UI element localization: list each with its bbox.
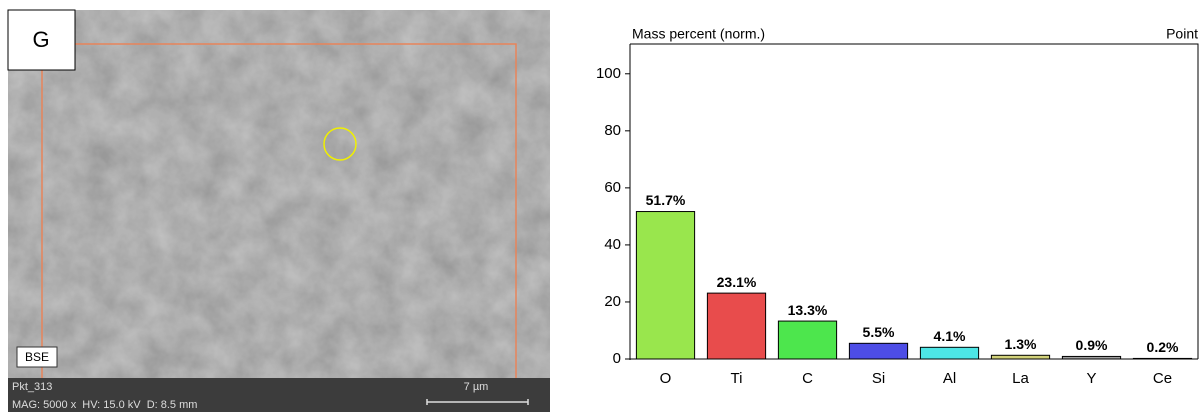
sem-texture — [8, 10, 550, 378]
bar — [991, 355, 1049, 359]
value-label: 5.5% — [863, 324, 895, 340]
y-tick-label: 0 — [613, 350, 621, 367]
value-label: 0.9% — [1076, 337, 1108, 353]
bar — [920, 347, 978, 359]
x-tick-label: C — [802, 370, 813, 387]
bar — [778, 321, 836, 359]
value-label: 0.2% — [1147, 339, 1179, 355]
image-info: MAG: 5000 x HV: 15.0 kV D: 8.5 mm — [12, 399, 197, 411]
x-tick-label: La — [1012, 370, 1029, 387]
value-label: 13.3% — [788, 302, 828, 318]
x-tick-label: Al — [943, 370, 956, 387]
y-tick-label: 100 — [596, 65, 621, 82]
x-tick-label: Ce — [1153, 370, 1172, 387]
detector-label: BSE — [25, 350, 49, 364]
bar — [707, 293, 765, 359]
sem-image: G BSE Pkt_313 MAG: 5000 x HV: 15.0 kV D:… — [8, 10, 550, 412]
scale-label: 7 µm — [464, 381, 489, 393]
chart-subtitle: Point — [1166, 26, 1198, 42]
x-tick-label: Ti — [731, 370, 743, 387]
point-name: Pkt_313 — [12, 381, 52, 393]
value-label: 4.1% — [934, 328, 966, 344]
bar — [1062, 356, 1120, 359]
value-label: 51.7% — [646, 192, 686, 208]
y-tick-label: 80 — [604, 122, 621, 139]
x-tick-label: Si — [872, 370, 885, 387]
x-tick-label: Y — [1086, 370, 1096, 387]
y-tick-label: 40 — [604, 236, 621, 253]
panel-label: G — [32, 27, 49, 52]
page: G BSE Pkt_313 MAG: 5000 x HV: 15.0 kV D:… — [0, 0, 1203, 412]
y-tick-label: 60 — [604, 179, 621, 196]
y-tick-label: 20 — [604, 293, 621, 310]
bar — [1133, 358, 1191, 359]
bar — [849, 343, 907, 359]
chart: Mass percent (norm.) Point 0 20 40 60 80 100 O… — [596, 26, 1198, 387]
chart-title: Mass percent (norm.) — [632, 26, 765, 42]
value-label: 1.3% — [1005, 336, 1037, 352]
value-label: 23.1% — [717, 274, 757, 290]
bar — [636, 212, 694, 359]
x-tick-label: O — [660, 370, 672, 387]
